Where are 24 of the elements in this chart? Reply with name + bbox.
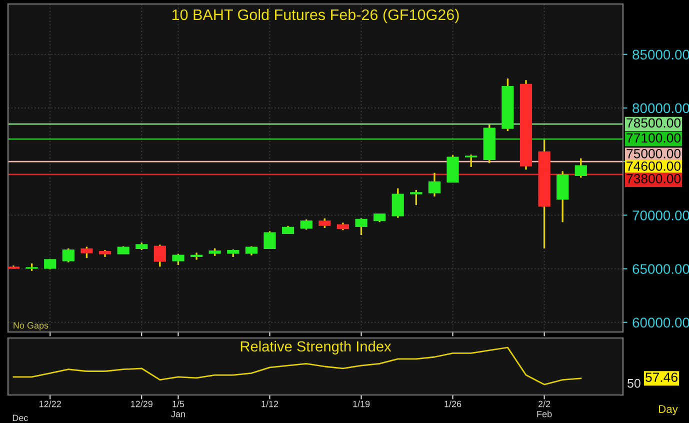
y-tick-label: 60000.00	[632, 318, 689, 328]
text: 50	[628, 378, 640, 388]
text: 74600.00	[626, 161, 681, 171]
chart-title: Relative Strength Index	[240, 340, 392, 354]
ref-line-label: 73800.00	[626, 174, 681, 184]
y-tick-label: 85000.00	[632, 50, 689, 60]
text: Dec	[12, 414, 28, 422]
y-tick-label: 65000.00	[632, 264, 689, 274]
ref-line-label: 75000.00	[626, 148, 681, 158]
text: 57.46	[646, 372, 678, 382]
x-tick-label: 2/2 Feb	[537, 400, 552, 418]
x-tick-label: 12/22	[39, 400, 61, 408]
ref-line-label: 78500.00	[626, 118, 681, 128]
x-tick-label: 1/12	[262, 400, 278, 408]
ref-line-label: 77100.00	[626, 133, 681, 143]
chart-title: 10 BAHT Gold Futures Feb-26 (GF10G26)	[172, 8, 459, 24]
x-tick-label: 1/26	[444, 400, 462, 408]
x-tick-label: 12/29	[131, 400, 152, 408]
y-tick-label: 70000.00	[632, 210, 689, 220]
x-tick-label: 1/19	[353, 400, 370, 408]
y-tick-label: 80000.00	[632, 103, 689, 114]
annotation: No Gaps	[14, 322, 48, 330]
text: Day	[659, 405, 678, 416]
x-tick-label: 1/5 Jan	[171, 400, 185, 418]
